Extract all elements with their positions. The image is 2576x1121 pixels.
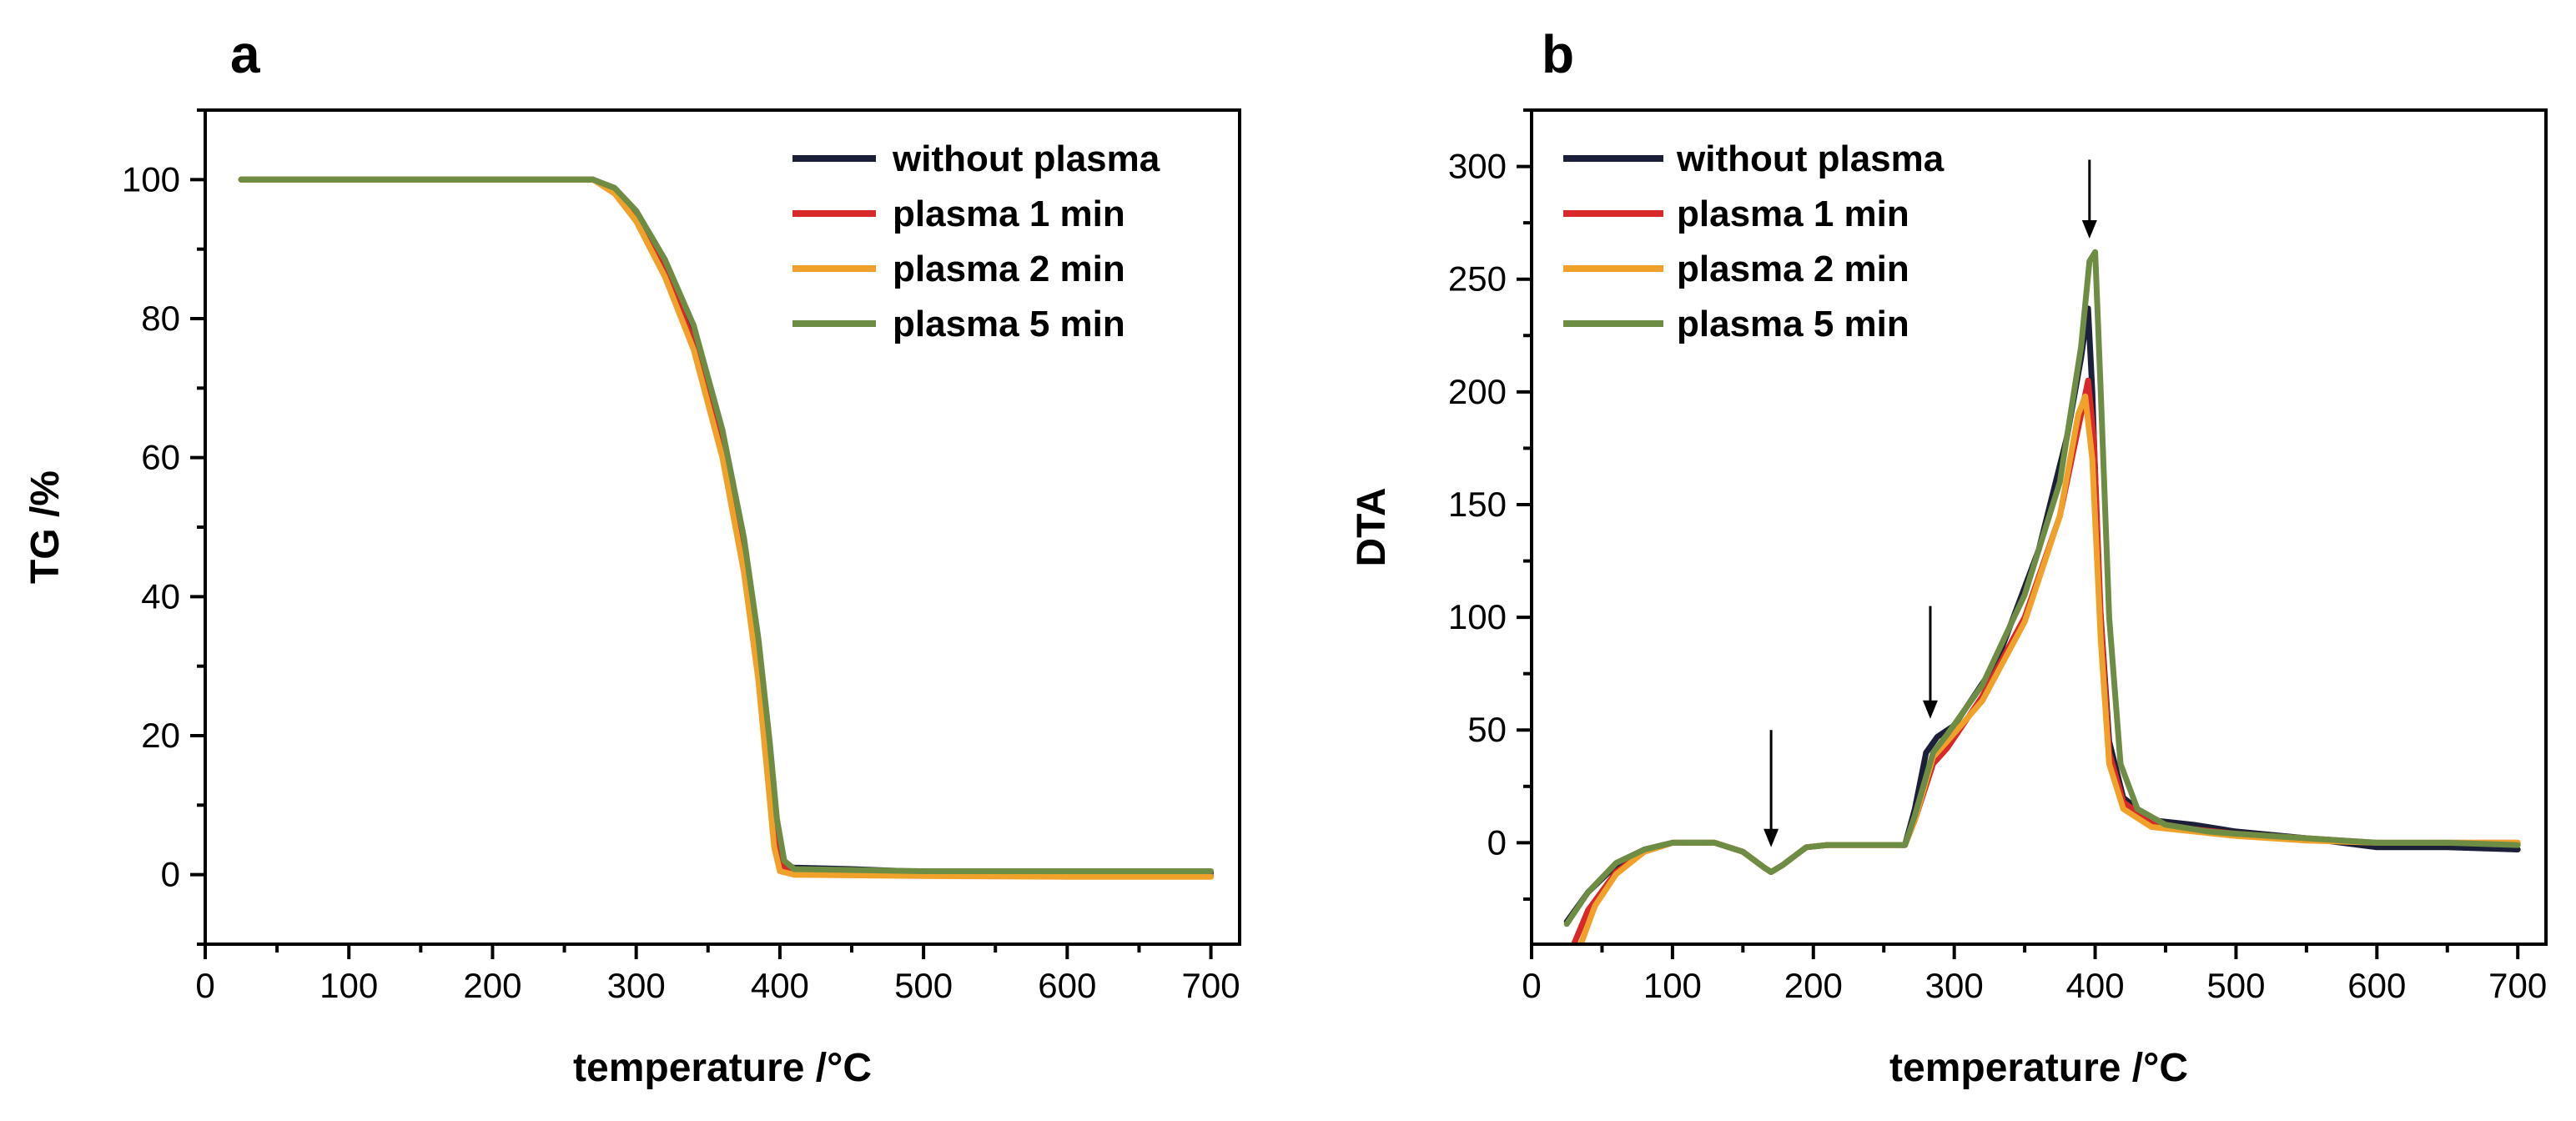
y-tick-label: 100 [122, 159, 180, 199]
legend-label: plasma 1 min [1677, 194, 1909, 234]
legend-label: plasma 5 min [1677, 304, 1909, 344]
x-tick-label: 600 [1038, 966, 1096, 1005]
plot-frame [1530, 108, 2548, 946]
x-tick-label: 700 [1182, 966, 1240, 1005]
x-tick-label: 0 [1522, 966, 1541, 1005]
y-axis-title: DTA [1350, 487, 1394, 566]
legend-label: plasma 5 min [893, 304, 1125, 344]
x-tick-label: 100 [319, 966, 378, 1005]
legend-label: without plasma [1676, 138, 1945, 179]
tg-chart: 0 100 200 300 400 500 600 700 0 20 40 60 80 100 temper… [23, 108, 1241, 1090]
x-axis-title: temperature /°C [1889, 1046, 2188, 1090]
plot-frame [204, 108, 1241, 946]
x-tick-label: 400 [2066, 966, 2125, 1005]
legend-label: plasma 1 min [893, 194, 1125, 234]
x-tick-label: 100 [1643, 966, 1702, 1005]
y-tick-label: 50 [1467, 710, 1507, 749]
y-tick-label: 150 [1448, 485, 1507, 524]
legend-label: plasma 2 min [893, 249, 1125, 289]
legend-label: plasma 2 min [1677, 249, 1909, 289]
x-tick-label: 500 [2206, 966, 2265, 1005]
legend-label: without plasma [892, 138, 1160, 179]
y-tick-label: 200 [1448, 372, 1507, 411]
y-tick-label: 0 [161, 855, 180, 894]
x-tick-label: 500 [894, 966, 953, 1005]
series-line-without-plasma [1563, 305, 2521, 925]
y-tick-label: 0 [1487, 822, 1507, 862]
x-tick-label: 200 [463, 966, 521, 1005]
series-group [1563, 249, 2521, 944]
y-tick-label: 300 [1448, 147, 1507, 186]
dta-chart: 0 100 200 300 400 500 600 700 0 50 100 150 200 250 300… [1350, 108, 2548, 1090]
x-tick-label: 0 [195, 966, 214, 1005]
y-tick-label: 40 [141, 576, 180, 616]
annotation-arrow-head [2081, 220, 2097, 239]
series-line-plasma-2 [238, 176, 1215, 880]
x-tick-label: 300 [607, 966, 666, 1005]
panel-label-a: a [230, 24, 260, 84]
x-tick-label: 600 [2347, 966, 2406, 1005]
x-tick-label: 700 [2488, 966, 2547, 1005]
y-tick-label: 60 [141, 438, 180, 477]
series-line-plasma-5 [238, 176, 1215, 874]
y-tick-label: 80 [141, 299, 180, 338]
x-axis-title: temperature /°C [573, 1046, 872, 1090]
x-tick-label: 400 [751, 966, 809, 1005]
legend: without plasma plasma 1 min plasma 2 min pl… [1563, 138, 1945, 344]
series-group [238, 176, 1215, 880]
x-tick-label: 300 [1925, 966, 1984, 1005]
y-tick-label: 20 [141, 716, 180, 755]
panel-label-b: b [1542, 24, 1575, 84]
annotation-arrow-head [1763, 828, 1779, 847]
annotation-arrow-head [1922, 700, 1938, 719]
panel-a: a 0 100 200 300 400 500 600 700 0 20 40 60 80 100 temp… [23, 24, 1241, 1090]
series-line-plasma-2 [1577, 393, 2521, 944]
y-tick-label: 100 [1448, 597, 1507, 636]
legend: without plasma plasma 1 min plasma 2 min pl… [792, 138, 1160, 344]
y-axis-title: TG /% [23, 470, 68, 584]
series-line-plasma-1 [1571, 377, 2521, 944]
panel-b: b 0 100 200 300 400 500 600 700 0 50 100 150 200 250 3… [1288, 0, 2576, 1121]
y-tick-label: 250 [1448, 259, 1507, 299]
x-tick-label: 200 [1784, 966, 1843, 1005]
series-line-plasma-5 [1563, 249, 2521, 927]
